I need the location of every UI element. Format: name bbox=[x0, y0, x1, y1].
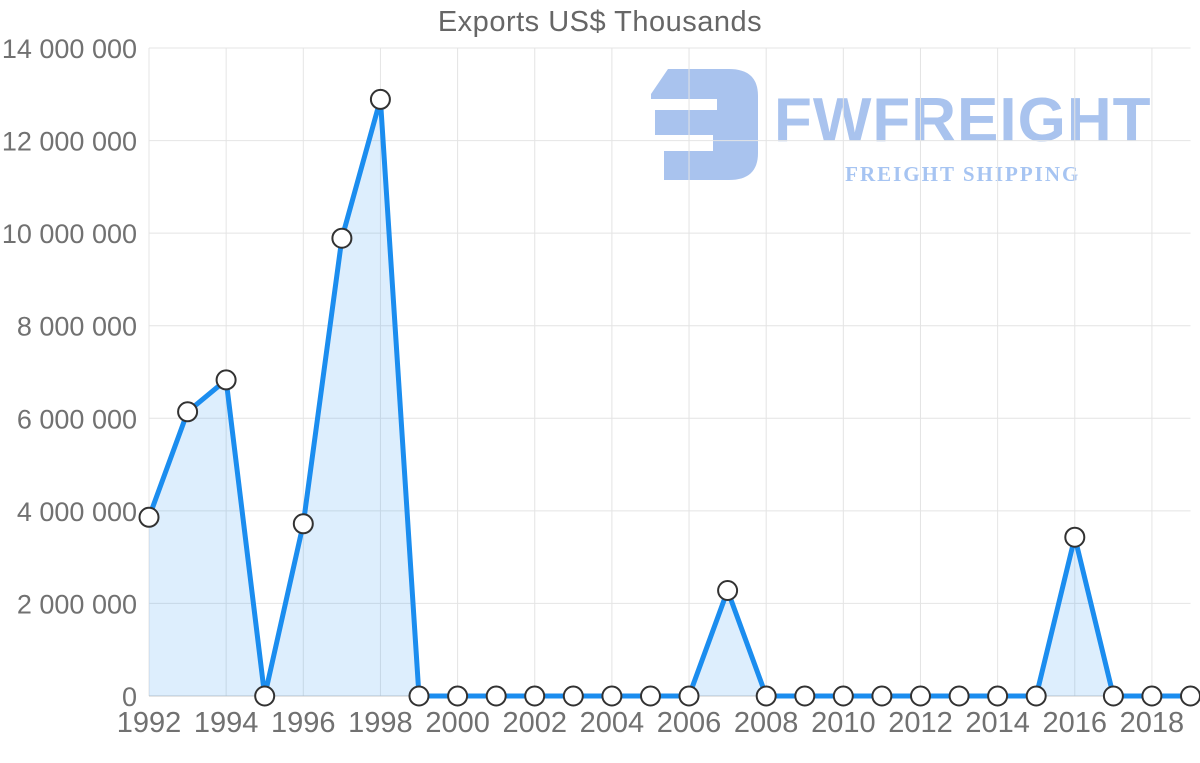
y-tick-label: 2 000 000 bbox=[17, 589, 137, 619]
chart-title: Exports US$ Thousands bbox=[437, 6, 763, 38]
logo-wordmark: FWFREIGHT bbox=[774, 86, 1152, 155]
data-point-2009[interactable] bbox=[794, 685, 816, 707]
data-point-2010[interactable] bbox=[832, 685, 854, 707]
data-point-2016[interactable] bbox=[1064, 526, 1086, 548]
data-point-2019[interactable] bbox=[1180, 685, 1200, 707]
data-point-2004[interactable] bbox=[601, 685, 623, 707]
x-tick-label: 1992 bbox=[117, 707, 182, 739]
fwfreight-logo-icon bbox=[651, 69, 758, 180]
data-line bbox=[146, 96, 1193, 699]
data-point-2002[interactable] bbox=[524, 685, 546, 707]
watermark-logo: FWFREIGHT FREIGHT SHIPPING bbox=[648, 68, 1152, 187]
y-tick-label: 0 bbox=[122, 682, 137, 712]
data-point-2012[interactable] bbox=[910, 685, 931, 707]
x-tick-label: 1994 bbox=[194, 707, 259, 739]
data-point-2000[interactable] bbox=[447, 685, 469, 707]
data-point-2006[interactable] bbox=[678, 685, 700, 707]
data-point-2015[interactable] bbox=[1025, 685, 1047, 707]
data-point-2013[interactable] bbox=[948, 685, 970, 707]
y-tick-label: 4 000 000 bbox=[17, 497, 137, 527]
logo-subtitle: FREIGHT SHIPPING bbox=[845, 162, 1081, 186]
data-point-2011[interactable] bbox=[871, 685, 893, 707]
data-point-1993[interactable] bbox=[177, 401, 199, 423]
x-tick-label: 1996 bbox=[271, 707, 336, 739]
data-point-1992[interactable] bbox=[138, 506, 160, 528]
data-point-2018[interactable] bbox=[1141, 685, 1163, 707]
x-tick-label: 2010 bbox=[811, 707, 876, 739]
y-tick-label: 10 000 000 bbox=[2, 219, 137, 249]
x-tick-label: 2000 bbox=[425, 707, 490, 739]
data-point-2001[interactable] bbox=[485, 685, 507, 707]
data-point-2017[interactable] bbox=[1102, 685, 1124, 707]
logo-text-block: FWFREIGHT FREIGHT SHIPPING bbox=[774, 68, 1152, 187]
data-point-2005[interactable] bbox=[640, 685, 661, 707]
y-tick-label: 8 000 000 bbox=[17, 312, 137, 342]
y-tick-label: 12 000 000 bbox=[2, 127, 137, 157]
data-point-1997[interactable] bbox=[331, 227, 353, 249]
x-tick-label: 2002 bbox=[502, 707, 567, 739]
y-tick-label: 6 000 000 bbox=[17, 404, 137, 434]
x-tick-label: 2008 bbox=[734, 707, 799, 739]
x-tick-label: 1998 bbox=[348, 707, 413, 739]
x-tick-label: 2014 bbox=[965, 707, 1030, 739]
x-tick-label: 2018 bbox=[1120, 707, 1185, 739]
x-tick-label: 2012 bbox=[888, 707, 953, 739]
data-point-1998[interactable] bbox=[369, 88, 391, 110]
data-point-2007[interactable] bbox=[717, 580, 739, 601]
data-point-1996[interactable] bbox=[292, 513, 314, 535]
data-point-2014[interactable] bbox=[987, 685, 1009, 707]
data-point-1999[interactable] bbox=[408, 685, 430, 707]
x-tick-label: 2006 bbox=[657, 707, 722, 739]
data-point-1994[interactable] bbox=[215, 369, 237, 391]
area-fill bbox=[149, 99, 1191, 696]
x-tick-label: 2004 bbox=[580, 707, 645, 739]
y-tick-label: 14 000 000 bbox=[2, 34, 137, 64]
x-tick-label: 2016 bbox=[1043, 707, 1108, 739]
data-point-2003[interactable] bbox=[562, 685, 584, 707]
data-point-2008[interactable] bbox=[755, 685, 777, 707]
data-point-1995[interactable] bbox=[254, 685, 276, 707]
